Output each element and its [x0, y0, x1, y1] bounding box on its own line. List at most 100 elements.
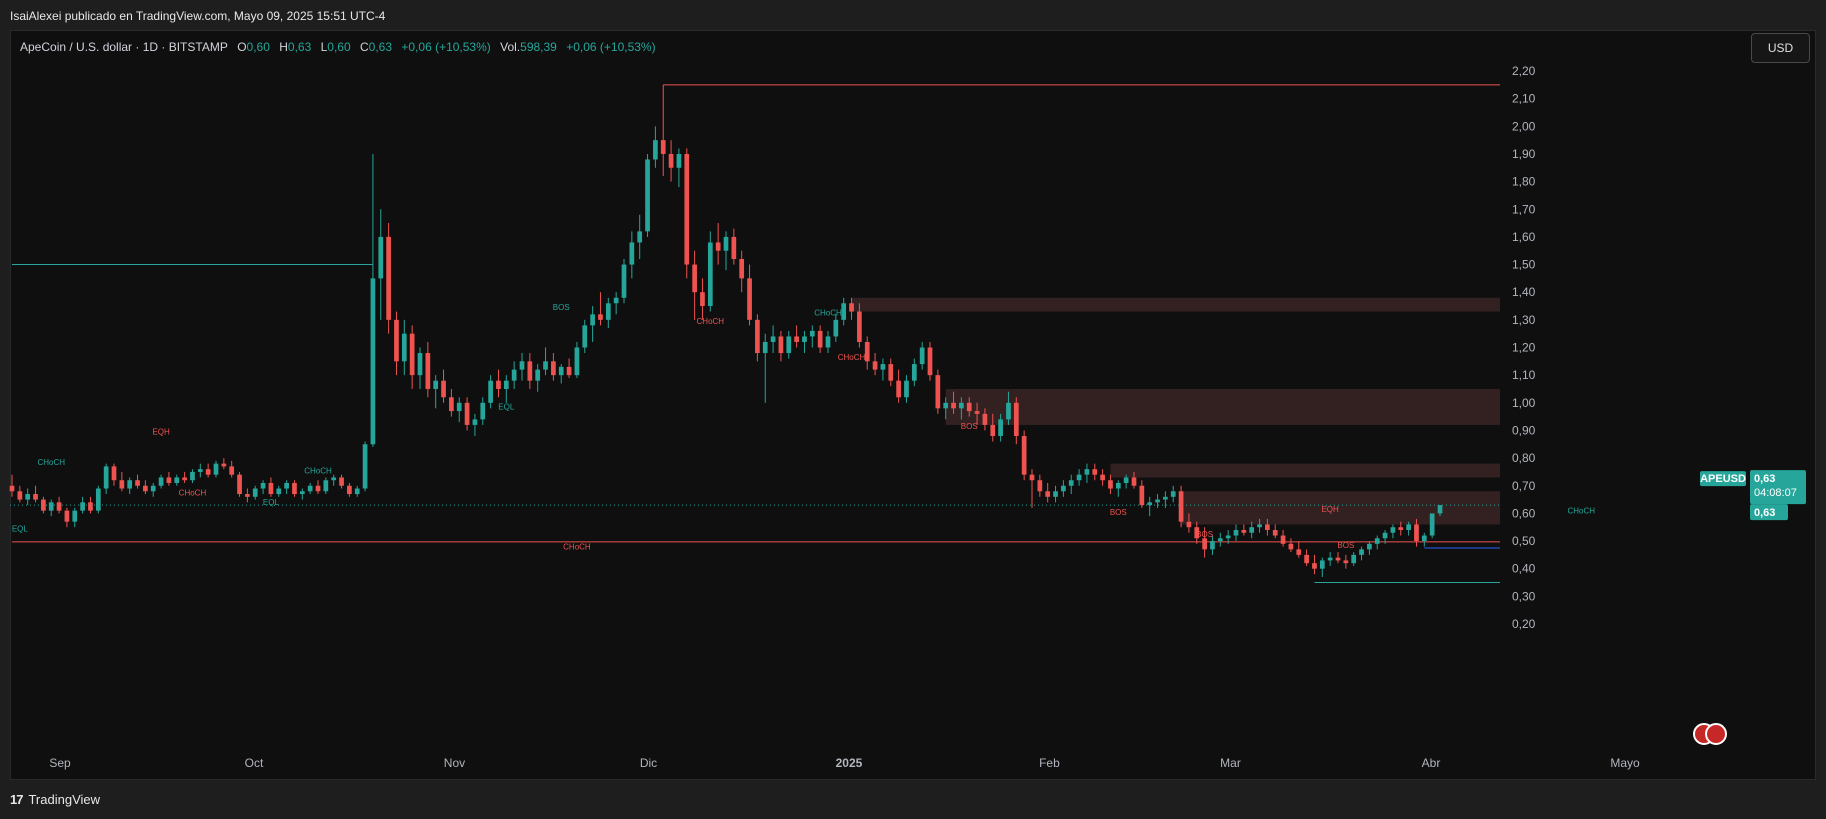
candle-body — [653, 140, 658, 160]
candle-body — [1272, 529, 1278, 536]
structure-label: CHoCH — [563, 542, 591, 551]
y-tick-label: 1,80 — [1512, 175, 1536, 189]
currency-button[interactable]: USD — [1751, 33, 1810, 63]
candle-body — [64, 510, 70, 522]
candle-body — [72, 510, 78, 522]
candle-body — [213, 463, 219, 475]
candle-body — [1296, 549, 1302, 555]
symbol-legend[interactable]: ApeCoin / U.S. dollar · 1D · BITSTAMP O0… — [20, 40, 656, 54]
candle-body — [519, 361, 525, 370]
legend-symbol[interactable]: ApeCoin / U.S. dollar · 1D · BITSTAMP — [20, 40, 228, 54]
y-tick-label: 0,40 — [1512, 562, 1536, 576]
supply-zone — [1181, 491, 1500, 525]
candle-body — [88, 502, 93, 511]
candle-body — [700, 292, 705, 307]
candle-body — [668, 153, 674, 168]
candle-body — [660, 140, 666, 154]
candle-body — [488, 380, 493, 403]
candle-body — [103, 466, 109, 489]
structure-label: CHoCH — [304, 466, 332, 475]
candle-body — [1382, 532, 1388, 539]
candle-body — [323, 480, 329, 492]
structure-label: BOS — [1337, 541, 1354, 550]
candle-body — [1202, 538, 1207, 550]
legend-high-label: H — [279, 40, 288, 54]
x-tick-label: Abr — [1422, 756, 1441, 770]
candle-body — [1312, 563, 1317, 569]
candle-body — [872, 361, 878, 370]
candle-body — [982, 413, 988, 425]
candle-body — [1367, 543, 1372, 550]
candle-body — [1241, 529, 1247, 533]
candle-body — [252, 488, 258, 497]
tradingview-logo[interactable]: 17 TradingView — [10, 792, 100, 807]
candle-body — [857, 311, 862, 342]
candle-body — [95, 488, 101, 511]
candle-body — [551, 361, 556, 376]
candle-body — [598, 314, 603, 320]
candle-body — [880, 364, 886, 370]
candle-body — [684, 153, 690, 265]
candle-body — [17, 491, 23, 500]
candle-body — [41, 499, 46, 511]
candle-body — [574, 347, 580, 376]
y-tick-label: 2,20 — [1512, 64, 1536, 78]
candle-body — [182, 477, 187, 481]
candle-body — [1225, 535, 1231, 539]
candle-body — [558, 366, 564, 376]
candle-body — [315, 485, 321, 492]
y-tick-label: 1,30 — [1512, 313, 1536, 327]
candle-body — [1421, 535, 1427, 542]
x-tick-label: Mayo — [1610, 756, 1640, 770]
candle-body — [904, 380, 909, 398]
candle-body — [888, 364, 894, 381]
candle-body — [370, 278, 376, 445]
tradingview-logo-icon: 17 — [10, 792, 24, 807]
candle-body — [166, 477, 172, 483]
chart-frame[interactable] — [10, 30, 1816, 780]
candle-body — [723, 236, 729, 251]
candle-body — [1084, 469, 1090, 475]
price-tag — [1750, 470, 1806, 505]
candle-body — [425, 353, 431, 389]
legend-change: +0,06 (+10,53%) — [401, 40, 491, 54]
structure-label: EQH — [1321, 505, 1339, 514]
candle-body — [1155, 499, 1160, 503]
candle-body — [911, 364, 917, 381]
structure-label: BOS — [961, 422, 978, 431]
candle-body — [1061, 485, 1066, 492]
candle-body — [1139, 485, 1145, 506]
candle-body — [1304, 554, 1309, 564]
candle-body — [841, 303, 847, 320]
x-tick-label: Sep — [49, 756, 71, 770]
y-tick-label: 1,00 — [1512, 396, 1536, 410]
y-tick-label: 1,90 — [1512, 147, 1536, 161]
structure-label: BOS — [553, 303, 570, 312]
candle-body — [1374, 538, 1380, 544]
candle-body — [715, 242, 721, 251]
structure-label: CHoCH — [37, 458, 65, 467]
candle-body — [260, 482, 266, 489]
candle-body — [1092, 469, 1098, 475]
legend-close-value: 0,63 — [368, 40, 393, 54]
x-tick-label: Feb — [1039, 756, 1060, 770]
candle-body — [1217, 538, 1223, 542]
candle-body — [817, 330, 823, 348]
candle-body — [770, 336, 776, 342]
candle-body — [809, 330, 815, 337]
candle-body — [299, 491, 305, 495]
candle-body — [825, 336, 831, 348]
x-tick-label: Dic — [640, 756, 657, 770]
candle-body — [1327, 557, 1333, 561]
candle-body — [221, 463, 227, 467]
candle-body — [919, 347, 925, 365]
candle-body — [1233, 529, 1239, 536]
symbol-tag-label: APEUSD — [1700, 473, 1746, 485]
supply-zone — [1110, 463, 1500, 478]
candle-body — [307, 485, 313, 492]
candle-body — [158, 477, 164, 486]
candle-body — [943, 402, 949, 409]
candle-body — [292, 482, 297, 495]
candle-body — [1170, 491, 1176, 497]
